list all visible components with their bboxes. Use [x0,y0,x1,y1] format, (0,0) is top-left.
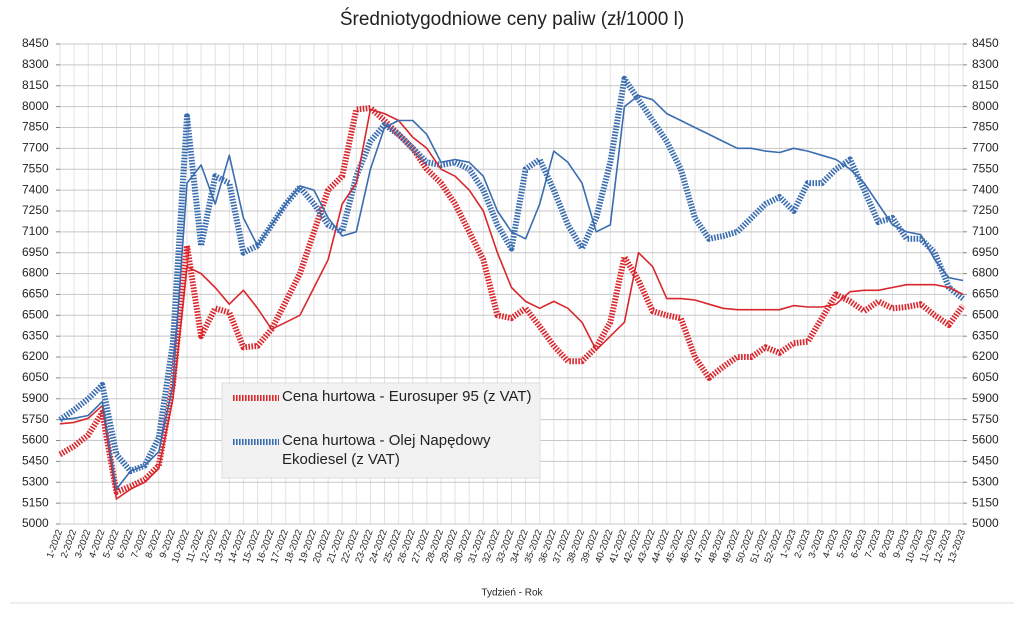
y2-tick-label: 7850 [972,120,999,134]
y-tick-label: 7250 [22,203,49,217]
y2-tick-label: 6200 [972,349,999,363]
y2-tick-label: 7100 [972,224,999,238]
y-tick-label: 5300 [22,474,49,488]
y-tick-label: 7850 [22,120,49,134]
y-tick-label: 5750 [22,412,49,426]
legend: Cena hurtowa - Eurosuper 95 (z VAT) Cena … [221,382,541,479]
series-line [59,94,964,490]
legend-label: Cena hurtowa - Eurosuper 95 (z VAT) [282,388,532,405]
y-tick-label: 5900 [22,391,49,405]
y-tick-label: 7400 [22,182,49,196]
y-tick-label: 8300 [22,57,49,71]
y-tick-label: 7700 [22,141,49,155]
y2-tick-label: 6500 [972,307,999,321]
legend-label: Cena hurtowa - Olej Napędowy Ekodiesel (… [282,432,491,468]
y-tick-label: 5600 [22,433,49,447]
y2-tick-label: 5000 [972,516,999,530]
y2-tick-label: 8300 [972,57,999,71]
series-line-hatched [58,75,965,475]
y-tick-label: 5150 [22,495,49,509]
chart-title: Średniotygodniowe ceny paliw (zł/1000 l) [340,8,684,30]
y2-tick-label: 7250 [972,203,999,217]
y2-tick-label: 6350 [972,328,999,342]
y2-tick-label: 5600 [972,433,999,447]
y2-tick-label: 5900 [972,391,999,405]
y2-tick-label: 6950 [972,245,999,259]
y-tick-label: 8000 [22,99,49,113]
y2-tick-label: 8450 [972,36,999,50]
y-tick-label: 6350 [22,328,49,342]
series-line [59,108,964,500]
y2-tick-label: 5150 [972,495,999,509]
y2-tick-label: 7400 [972,182,999,196]
legend-item: Cena hurtowa - Eurosuper 95 (z VAT) [282,388,532,405]
y2-tick-label: 8150 [972,78,999,92]
y-tick-label: 7100 [22,224,49,238]
series-line-hatched [58,105,966,495]
y2-tick-label: 6650 [972,287,999,301]
y-tick-label: 8150 [22,78,49,92]
y2-tick-label: 8000 [972,99,999,113]
y-tick-label: 6050 [22,370,49,384]
y-tick-label: 8450 [22,36,49,50]
y2-tick-label: 7550 [972,161,999,175]
y2-tick-label: 7700 [972,141,999,155]
y2-tick-label: 6800 [972,266,999,280]
y-tick-label: 5000 [22,516,49,530]
y2-tick-label: 5300 [972,474,999,488]
y2-tick-label: 6050 [972,370,999,384]
x-axis-title: Tydzień - Rok [481,588,543,599]
y-tick-label: 6650 [22,287,49,301]
y-tick-label: 5450 [22,454,49,468]
legend-item: Cena hurtowa - Olej Napędowy Ekodiesel (… [282,432,491,468]
y-tick-label: 6800 [22,266,49,280]
y2-tick-label: 5450 [972,454,999,468]
y-tick-label: 7550 [22,161,49,175]
y-tick-label: 6200 [22,349,49,363]
y-tick-label: 6500 [22,307,49,321]
y-tick-label: 6950 [22,245,49,259]
y2-tick-label: 5750 [972,412,999,426]
